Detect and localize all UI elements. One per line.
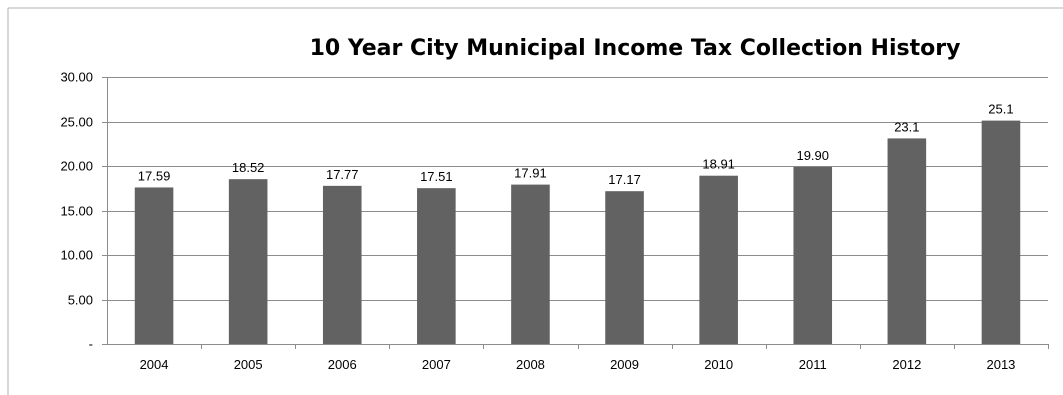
bar — [417, 188, 456, 344]
bar — [887, 138, 927, 344]
data-label: 17.91 — [514, 166, 547, 181]
y-tick-label: 30.00 — [60, 70, 93, 85]
y-tick-label: 10.00 — [60, 248, 93, 263]
x-tick-label: 2005 — [234, 357, 263, 372]
data-label: 17.59 — [138, 168, 171, 183]
bar — [793, 166, 833, 344]
x-tick-label: 2008 — [516, 357, 545, 372]
x-tick-label: 2006 — [328, 357, 357, 372]
bar — [228, 179, 268, 344]
data-label: 17.17 — [608, 172, 641, 187]
x-tick-label: 2010 — [704, 357, 733, 372]
bar — [134, 187, 174, 344]
data-label: 17.77 — [326, 167, 359, 182]
y-tick-label: 20.00 — [60, 159, 93, 174]
data-labels: 17.59 18.52 17.77 17.51 17.91 17.17 18.91 19.90… — [138, 102, 1014, 188]
bar — [322, 185, 362, 344]
y-tick-label: 15.00 — [60, 204, 93, 219]
x-tick-label: 2004 — [140, 357, 169, 372]
bar — [981, 120, 1021, 344]
data-label: 25.1 — [988, 102, 1013, 117]
y-tick-label: 5.00 — [68, 293, 93, 308]
chart-title: 10 Year City Municipal Income Tax Collec… — [310, 36, 961, 61]
x-tick-label: 2011 — [799, 357, 827, 372]
x-tick-label: 2012 — [892, 357, 921, 372]
data-label: 23.1 — [894, 119, 919, 134]
data-label: 19.90 — [796, 148, 829, 163]
data-label: 18.52 — [232, 160, 265, 175]
y-tick-label: - — [89, 337, 93, 352]
x-tick-label: 2007 — [422, 357, 451, 372]
data-label: 17.51 — [420, 169, 453, 184]
x-tick-labels: 2004 2005 2006 2007 2008 2009 2010 2011 2012 2013 — [140, 357, 1016, 372]
bar — [605, 191, 644, 344]
y-tick-labels: - 5.00 10.00 15.00 20.00 25.00 30.00 — [60, 70, 93, 352]
y-tick-label: 25.00 — [60, 115, 93, 130]
axes — [102, 77, 1049, 349]
x-tick-label: 2013 — [986, 357, 1015, 372]
bar — [699, 175, 738, 344]
bars — [134, 120, 1021, 344]
data-label: 18.91 — [702, 157, 735, 172]
x-tick-label: 2009 — [610, 357, 639, 372]
bar — [511, 184, 550, 344]
